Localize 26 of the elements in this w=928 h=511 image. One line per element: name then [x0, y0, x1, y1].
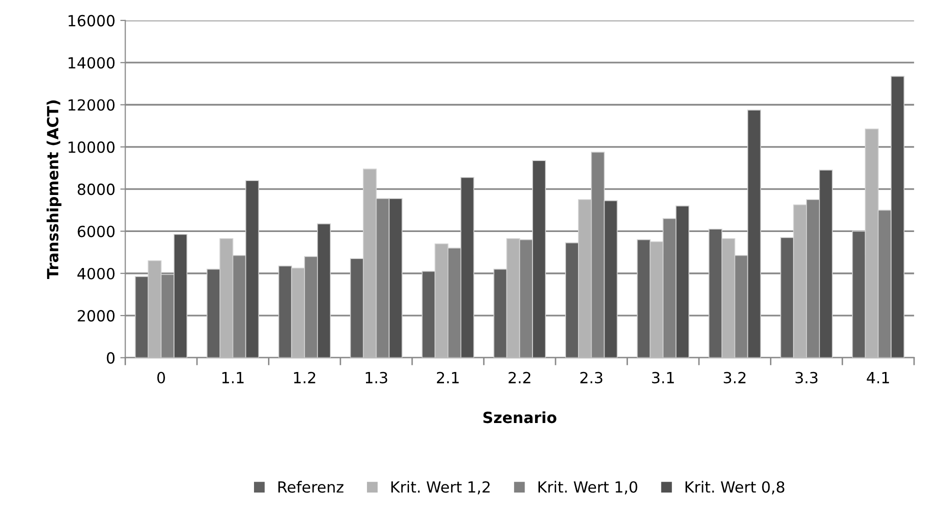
- y-tick-label: 12000: [68, 99, 115, 111]
- y-axis-title: Transshipment (ACT): [46, 100, 62, 279]
- x-tick-label: 2.3: [580, 372, 602, 384]
- y-tick-label: 10000: [68, 141, 115, 153]
- y-tick-label: 14000: [68, 57, 115, 69]
- y-tick-label: 16000: [68, 14, 115, 26]
- y-tick-label: 8000: [78, 184, 115, 196]
- x-tick-label: 1.1: [222, 372, 244, 384]
- x-tick-label: 3.3: [796, 372, 818, 384]
- x-tick-label: 1.3: [366, 372, 388, 384]
- y-tick-label: 2000: [78, 310, 115, 322]
- x-tick-label: 0: [157, 372, 165, 384]
- y-tick-label: 6000: [78, 226, 115, 238]
- x-tick-label: 1.2: [294, 372, 316, 384]
- legend-label: Krit. Wert 0,8: [686, 480, 784, 494]
- legend-label: Referenz: [278, 480, 344, 493]
- y-tick-label: 0: [106, 352, 115, 364]
- x-tick-label: 2.2: [508, 372, 530, 384]
- legend-label: Krit. Wert 1,0: [538, 480, 638, 494]
- legend-label: Krit. Wert 1,2: [391, 480, 490, 494]
- x-tick-label: 4.1: [866, 372, 889, 384]
- x-tick-label: 3.2: [724, 372, 746, 384]
- x-tick-label: 2.1: [436, 372, 459, 384]
- x-axis-title: Szenario: [483, 411, 556, 424]
- x-tick-label: 3.1: [652, 372, 674, 384]
- y-tick-label: 4000: [77, 268, 115, 280]
